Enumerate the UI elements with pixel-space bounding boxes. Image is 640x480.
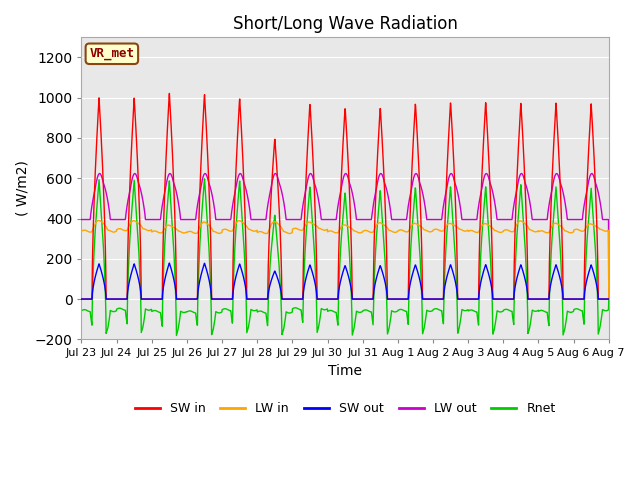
X-axis label: Time: Time [328, 364, 362, 378]
Legend: SW in, LW in, SW out, LW out, Rnet: SW in, LW in, SW out, LW out, Rnet [130, 397, 561, 420]
Title: Short/Long Wave Radiation: Short/Long Wave Radiation [233, 15, 458, 33]
Text: VR_met: VR_met [90, 47, 134, 60]
Y-axis label: ( W/m2): ( W/m2) [15, 160, 29, 216]
